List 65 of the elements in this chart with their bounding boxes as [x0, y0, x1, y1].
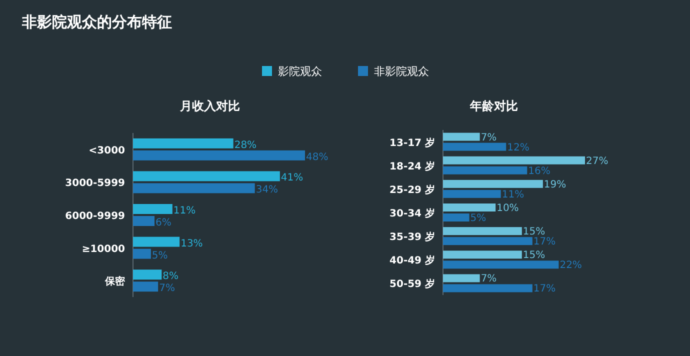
- y-tick-label: 40-49 岁: [390, 254, 435, 267]
- bar: [133, 150, 305, 160]
- data-label: 17%: [533, 284, 556, 295]
- data-label: 17%: [533, 236, 556, 248]
- y-tick-label: 18-24 岁: [390, 160, 435, 172]
- chart-subtitle: 月收入对比: [179, 99, 240, 113]
- y-tick-label: 13-17 岁: [390, 136, 435, 149]
- bar: [133, 204, 172, 214]
- bar: [443, 190, 501, 198]
- data-label: 41%: [280, 172, 304, 184]
- bar: [443, 227, 522, 236]
- legend-label: 非影院观众: [374, 65, 429, 78]
- bar: [133, 248, 151, 259]
- data-label: 15%: [522, 250, 546, 262]
- bar: [133, 270, 162, 280]
- bar: [443, 284, 532, 292]
- y-tick-label: ≥10000: [82, 244, 126, 255]
- data-label: 22%: [560, 260, 582, 272]
- data-label: 11%: [502, 189, 524, 200]
- chart-subtitle: 年龄对比: [469, 99, 518, 113]
- y-tick-label: 50-59 岁: [390, 278, 435, 290]
- data-label: 5%: [470, 213, 486, 224]
- bar: [443, 260, 559, 269]
- data-label: 12%: [507, 142, 530, 154]
- bar: [133, 216, 154, 226]
- data-label: 10%: [496, 203, 519, 214]
- bar: [443, 132, 480, 141]
- bar: [133, 171, 280, 182]
- data-label: 19%: [544, 179, 566, 190]
- data-label: 7%: [159, 283, 175, 294]
- legend-label: 影院观众: [278, 65, 322, 78]
- chart-title: 非影院观众的分布特征: [21, 13, 172, 31]
- data-label: 15%: [522, 226, 546, 238]
- y-tick-label: <3000: [88, 145, 126, 156]
- bar: [443, 180, 543, 188]
- data-label: 6%: [156, 218, 172, 228]
- data-label: 7%: [480, 132, 497, 144]
- bar: [443, 142, 506, 151]
- data-label: 7%: [480, 274, 497, 285]
- y-tick-label: 25-29 岁: [390, 184, 435, 196]
- y-tick-label: 3000-5999: [65, 178, 126, 190]
- data-label: 16%: [528, 166, 550, 177]
- bar: [133, 183, 255, 194]
- bar: [443, 156, 585, 164]
- data-label: 11%: [173, 206, 196, 216]
- bar: [133, 282, 158, 292]
- y-tick-label: 30-34 岁: [390, 208, 435, 220]
- data-label: 5%: [152, 250, 168, 262]
- data-label: 28%: [234, 140, 257, 151]
- bar: [443, 166, 528, 174]
- bar: [133, 236, 180, 247]
- bar: [443, 214, 470, 222]
- y-tick-label: 35-39 岁: [390, 231, 435, 244]
- bar: [443, 274, 480, 282]
- data-label: 27%: [586, 156, 608, 167]
- data-label: 48%: [306, 152, 328, 163]
- data-label: 8%: [162, 271, 179, 282]
- bar: [443, 204, 496, 212]
- bar: [443, 250, 522, 259]
- y-tick-label: 6000-9999: [65, 211, 126, 222]
- y-tick-label: 保密: [104, 276, 126, 288]
- bar: [443, 237, 532, 246]
- data-label: 34%: [256, 184, 278, 196]
- bar: [133, 138, 234, 148]
- data-label: 13%: [180, 238, 203, 250]
